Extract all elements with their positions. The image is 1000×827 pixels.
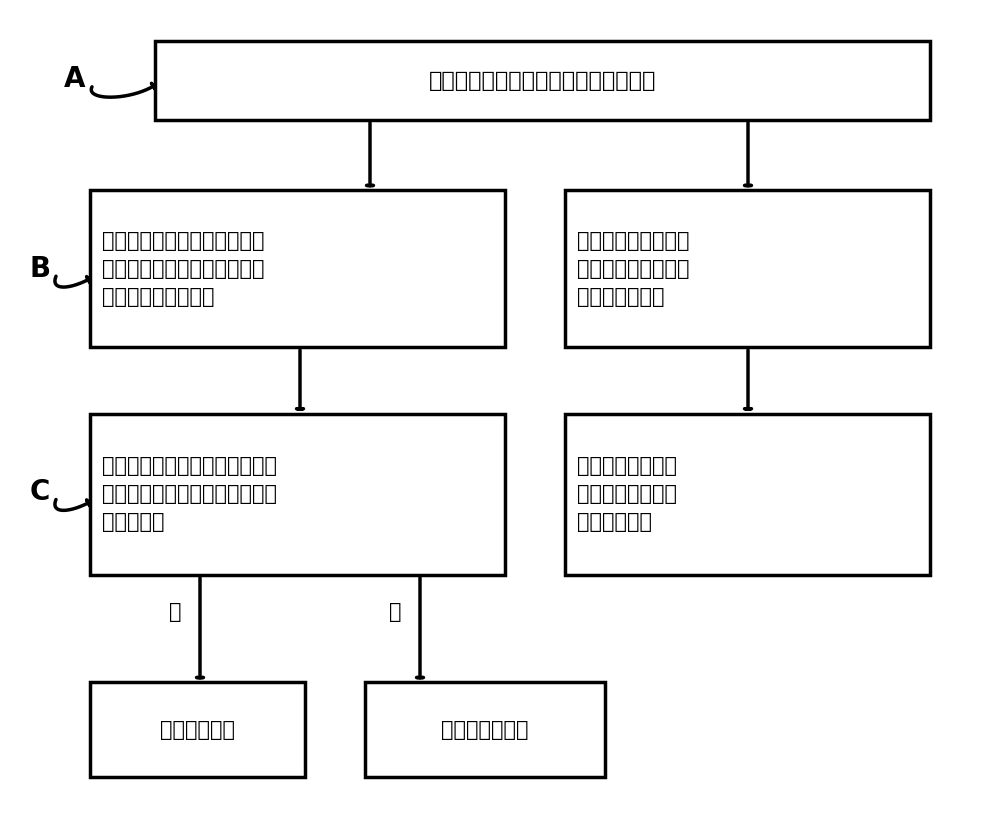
Text: 设定机器人的初始位置和信息采集模式: 设定机器人的初始位置和信息采集模式 [429, 70, 656, 91]
FancyBboxPatch shape [90, 682, 305, 777]
FancyBboxPatch shape [90, 190, 505, 347]
Text: B: B [29, 255, 51, 283]
Text: 远程数据分析中心分析判断信息
数据流中环境指标信息是否处于
非安全范围: 远程数据分析中心分析判断信息 数据流中环境指标信息是否处于 非安全范围 [102, 457, 277, 532]
Text: 是: 是 [169, 602, 181, 622]
Text: 发出警报信息: 发出警报信息 [160, 719, 235, 740]
FancyBboxPatch shape [90, 414, 505, 575]
Text: A: A [64, 65, 86, 93]
Text: 否: 否 [389, 602, 401, 622]
Text: 不发出警报信息: 不发出警报信息 [441, 719, 529, 740]
FancyBboxPatch shape [565, 414, 930, 575]
Text: C: C [30, 478, 50, 506]
Text: 远程数据分析中心
将影像信息实时呈
现在显示终端: 远程数据分析中心 将影像信息实时呈 现在显示终端 [577, 457, 677, 532]
FancyBboxPatch shape [365, 682, 605, 777]
Text: 机器人采集环境指标信息、位
置信息，生成信息数据流发送
至远程数据分析中心: 机器人采集环境指标信息、位 置信息，生成信息数据流发送 至远程数据分析中心 [102, 231, 264, 307]
Text: 机器人获取禽类动物
影像信息并发送至远
程数据分析中心: 机器人获取禽类动物 影像信息并发送至远 程数据分析中心 [577, 231, 690, 307]
FancyBboxPatch shape [155, 41, 930, 120]
FancyBboxPatch shape [565, 190, 930, 347]
